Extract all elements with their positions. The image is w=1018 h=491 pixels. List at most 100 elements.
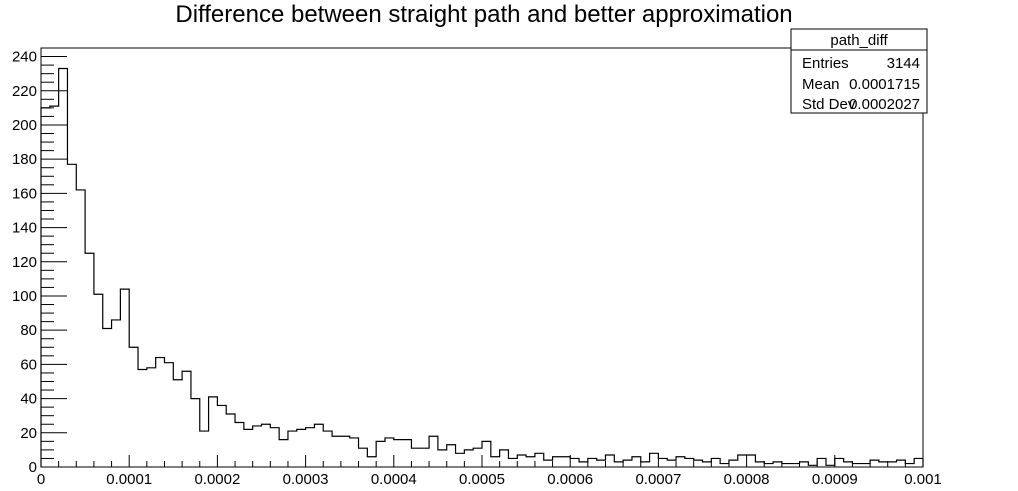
histogram-bin: [129, 347, 138, 467]
axis-tick-labels: 0 0.0001 0.0002 0.0003 0.0004 0.0005 0.0006 0.0…: [12, 49, 942, 488]
histogram-bin: [156, 358, 165, 467]
histogram-bin: [517, 455, 526, 467]
histogram-bin: [641, 462, 650, 467]
chart-title: Difference between straight path and bet…: [175, 1, 792, 28]
histogram-bin: [244, 429, 253, 467]
histogram-bin: [720, 464, 729, 467]
x-tick-label: 0.0006: [547, 471, 593, 488]
histogram-bin: [103, 328, 112, 467]
histogram-bin: [535, 453, 544, 467]
histogram-bin: [76, 190, 85, 467]
histogram-bin: [588, 458, 597, 467]
histogram-bin: [738, 455, 747, 467]
histogram-bin: [279, 440, 288, 467]
y-tick-label: 80: [20, 322, 37, 339]
stats-entries-value: 3144: [887, 55, 920, 72]
stats-mean-label: Mean: [802, 76, 840, 93]
histogram-bin: [861, 464, 870, 467]
histogram-outline: [40, 67, 924, 467]
histogram-bin: [685, 458, 694, 467]
histogram-bin: [85, 253, 94, 467]
histogram-bin: [597, 460, 606, 467]
histogram-bin: [67, 164, 76, 467]
histogram-bin: [817, 458, 826, 467]
histogram-bin: [676, 457, 685, 467]
histogram-bin: [879, 462, 888, 467]
histogram-bin: [411, 448, 420, 467]
histogram-bin: [447, 445, 456, 467]
histogram-bin: [182, 371, 191, 467]
x-tick-label: 0.0003: [283, 471, 329, 488]
histogram-bin: [800, 462, 809, 467]
histogram-bin: [897, 460, 906, 467]
y-tick-label: 100: [12, 288, 37, 305]
y-tick-label: 140: [12, 220, 37, 237]
histogram-bin: [605, 455, 614, 467]
histogram-bin: [905, 464, 914, 467]
y-tick-label: 40: [20, 391, 37, 408]
y-tick-label: 120: [12, 254, 37, 271]
histogram-bin: [59, 69, 68, 467]
histogram-bin: [526, 457, 535, 467]
histogram-bin: [791, 464, 800, 467]
y-tick-label: 220: [12, 83, 37, 100]
histogram-bin: [226, 414, 235, 467]
histogram-bin: [350, 438, 359, 467]
histogram-bin: [341, 436, 350, 467]
y-tick-label: 180: [12, 151, 37, 168]
stats-stddev-value: 0.0002027: [849, 96, 920, 113]
y-tick-label: 20: [20, 425, 37, 442]
histogram-bin: [808, 465, 817, 467]
histogram-bin: [491, 457, 500, 467]
histogram-bin: [323, 431, 332, 467]
histogram-bin: [297, 429, 306, 467]
y-tick-label: 160: [12, 185, 37, 202]
histogram-bin: [359, 448, 368, 467]
histogram-bin: [632, 457, 641, 467]
stats-entries-label: Entries: [802, 55, 849, 72]
histogram-bin: [667, 460, 676, 467]
histogram-bin: [703, 462, 712, 467]
histogram-bin: [314, 424, 323, 467]
x-tick-label: 0.0002: [194, 471, 240, 488]
histogram-bin: [394, 440, 403, 467]
y-tick-label: 0: [29, 459, 37, 476]
x-tick-label: 0.0001: [106, 471, 152, 488]
histogram-bin: [888, 462, 897, 467]
x-tick-label: 0.0008: [724, 471, 770, 488]
histogram-bin: [623, 460, 632, 467]
histogram-bin: [306, 428, 315, 467]
histogram-bin: [173, 380, 182, 467]
stats-mean-value: 0.0001715: [849, 76, 920, 93]
histogram-bin: [650, 453, 659, 467]
histogram-bin: [403, 440, 412, 467]
histogram-bin: [694, 460, 703, 467]
histogram-bin: [570, 458, 579, 467]
histogram-bin: [367, 457, 376, 467]
histogram-bin: [376, 441, 385, 467]
x-tick-label: 0: [37, 471, 45, 488]
histogram-bin: [508, 458, 517, 467]
histogram-bin: [835, 458, 844, 467]
histogram-bin: [138, 370, 147, 467]
histogram-bin: [747, 455, 756, 467]
stats-box: path_diff Entries 3144 Mean 0.0001715 St…: [790, 28, 928, 114]
histogram-bin: [826, 465, 835, 467]
histogram-bin: [253, 426, 262, 467]
histogram-bin: [614, 462, 623, 467]
histogram-bin: [544, 460, 553, 467]
histogram-bins: [40, 67, 924, 467]
histogram-bin: [147, 368, 156, 467]
histogram-bin: [429, 436, 438, 467]
histogram-bin: [94, 294, 103, 467]
histogram-bin: [456, 453, 465, 467]
y-tick-label: 200: [12, 117, 37, 134]
histogram-bin: [755, 462, 764, 467]
histogram-bin: [482, 441, 491, 467]
x-tick-label: 0.0009: [812, 471, 858, 488]
histogram-bin: [782, 464, 791, 467]
histogram-bin: [658, 458, 667, 467]
histogram-bin: [385, 438, 394, 467]
histogram-bin: [50, 106, 59, 467]
